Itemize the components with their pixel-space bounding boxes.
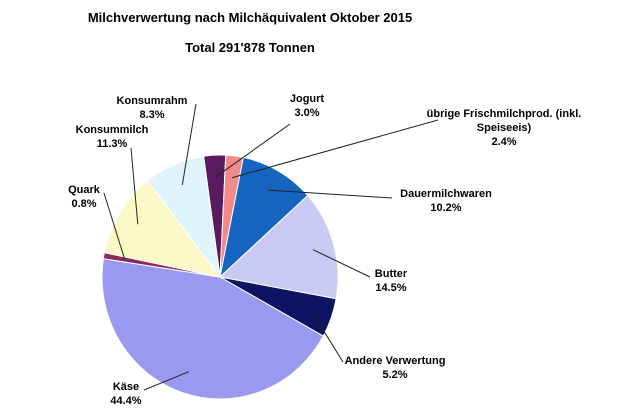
leader-line bbox=[310, 310, 344, 363]
slice-label: Quark 0.8% bbox=[68, 184, 101, 210]
slice-label: Konsumrahm 8.3% bbox=[117, 95, 188, 121]
pie-slice bbox=[218, 194, 339, 300]
pie-slice bbox=[219, 156, 309, 279]
leader-line bbox=[143, 371, 190, 391]
leader-line bbox=[130, 147, 139, 225]
chart-title: Milchverwertung nach Milchäquivalent Okt… bbox=[87, 10, 413, 25]
slice-label: Käse 44.4% bbox=[110, 381, 141, 407]
leader-line bbox=[267, 189, 393, 199]
leader-line bbox=[181, 103, 197, 185]
pie-slice bbox=[146, 155, 221, 279]
leader-line bbox=[312, 249, 371, 278]
leader-line bbox=[103, 192, 126, 260]
pie-slice bbox=[103, 179, 222, 278]
leader-line bbox=[215, 123, 291, 178]
pie-slice bbox=[101, 258, 324, 400]
slice-label: Konsummilch 11.3% bbox=[76, 124, 149, 150]
slice-label: Jogurt 3.0% bbox=[290, 93, 325, 119]
slice-label: übrige Frischmilchprod. (inkl. Speiseeis)… bbox=[427, 108, 582, 148]
chart-subtitle: Total 291'878 Tonnen bbox=[185, 40, 315, 55]
slice-label: Andere Verwertung 5.2% bbox=[345, 355, 446, 381]
leader-line bbox=[231, 119, 439, 179]
slice-label: Dauermilchwaren 10.2% bbox=[400, 188, 492, 214]
slice-label: Butter 14.5% bbox=[375, 268, 408, 294]
